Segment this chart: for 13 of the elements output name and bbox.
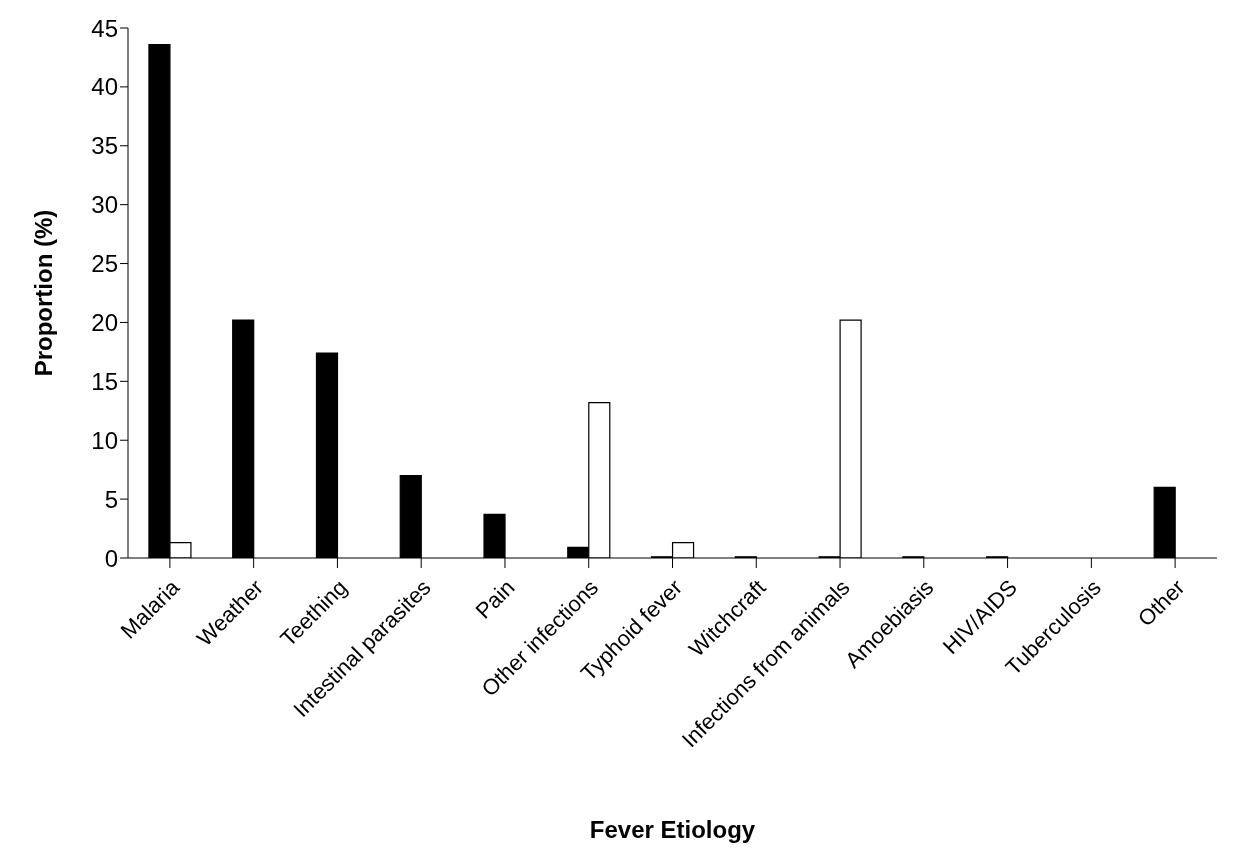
y-tick-label: 15 bbox=[91, 367, 118, 395]
x-tick-label: Pain bbox=[470, 574, 520, 624]
y-tick-label: 5 bbox=[104, 485, 118, 513]
y-tick-label: 45 bbox=[91, 14, 118, 42]
y-tick-label: 25 bbox=[91, 250, 118, 278]
y-tick-label: 30 bbox=[91, 191, 118, 219]
y-tick-label: 35 bbox=[91, 132, 118, 160]
y-tick-label: 0 bbox=[104, 544, 118, 572]
y-axis-title: Proportion (%) bbox=[29, 209, 57, 377]
y-tick-label: 40 bbox=[91, 73, 118, 101]
y-tick-label: 20 bbox=[91, 308, 118, 336]
y-tick-label: 10 bbox=[91, 426, 118, 454]
x-axis-title: Fever Etiology bbox=[589, 816, 756, 843]
